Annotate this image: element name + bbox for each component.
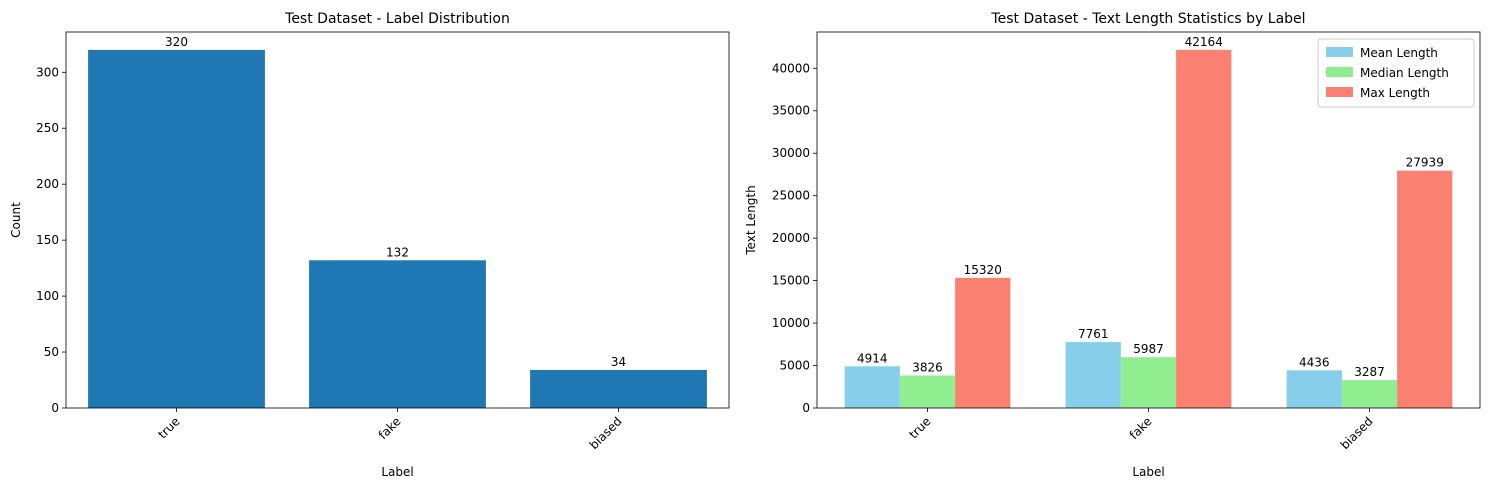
x-axis-label: Label: [381, 465, 413, 479]
y-tick-label: 100: [36, 289, 59, 303]
data-label: 34: [611, 355, 626, 369]
chart-title: Test Dataset - Text Length Statistics by…: [990, 11, 1305, 27]
bar: [1341, 380, 1398, 408]
legend-swatch: [1326, 47, 1353, 57]
bar: [1286, 370, 1342, 408]
x-axis-label: Label: [1132, 465, 1164, 479]
x-tick-label: true: [155, 414, 182, 441]
bar: [309, 260, 486, 408]
data-label: 42164: [1185, 35, 1223, 49]
data-label: 5987: [1133, 342, 1164, 356]
data-label: 3287: [1354, 365, 1385, 379]
chart-title: Test Dataset - Label Distribution: [284, 11, 510, 27]
data-label: 15320: [964, 263, 1002, 277]
y-tick-label: 35000: [772, 104, 810, 118]
y-tick-label: 15000: [772, 274, 810, 288]
x-tick-label: fake: [376, 414, 404, 442]
legend-label: Median Length: [1360, 66, 1449, 80]
y-tick-label: 300: [36, 65, 59, 79]
bar: [530, 369, 707, 408]
y-tick-label: 25000: [772, 189, 810, 203]
data-label: 7761: [1078, 327, 1109, 341]
data-label: 3826: [912, 361, 943, 375]
legend-swatch: [1326, 67, 1353, 77]
y-axis-label: Text Length: [744, 185, 758, 255]
y-tick-label: 0: [51, 401, 59, 415]
y-tick-label: 5000: [779, 359, 810, 373]
legend-label: Mean Length: [1360, 46, 1438, 60]
x-tick-label: biased: [1338, 414, 1376, 452]
legend-box: [1317, 38, 1475, 108]
data-label: 132: [386, 245, 409, 259]
y-tick-label: 10000: [772, 316, 810, 330]
y-tick-label: 20000: [772, 231, 810, 245]
x-tick-label: fake: [1127, 414, 1155, 442]
bar: [899, 375, 956, 408]
bar: [88, 49, 265, 409]
x-tick-label: biased: [587, 414, 625, 452]
data-label: 320: [165, 35, 188, 49]
x-tick-label: true: [906, 414, 933, 441]
y-tick-label: 40000: [772, 61, 810, 75]
label-distribution-chart: Test Dataset - Label Distribution 320 132 3…: [9, 11, 730, 479]
bar: [844, 366, 900, 408]
y-tick-label: 0: [802, 401, 810, 415]
y-tick-label: 200: [36, 177, 59, 191]
bar: [1065, 342, 1121, 408]
data-label: 27939: [1406, 156, 1444, 170]
y-tick-label: 250: [36, 121, 59, 135]
bar: [1397, 170, 1453, 408]
bar: [955, 277, 1011, 408]
y-tick-label: 150: [36, 233, 59, 247]
legend-swatch: [1326, 87, 1353, 97]
bar: [1120, 357, 1177, 408]
bar: [1176, 49, 1232, 409]
data-label: 4436: [1299, 355, 1330, 369]
data-label: 4914: [857, 351, 888, 365]
text-length-chart: Test Dataset - Text Length Statistics by…: [744, 11, 1481, 479]
legend-label: Max Length: [1360, 86, 1430, 100]
y-axis-label: Count: [9, 202, 23, 238]
y-tick-label: 50: [44, 345, 59, 359]
y-tick-label: 30000: [772, 146, 810, 160]
